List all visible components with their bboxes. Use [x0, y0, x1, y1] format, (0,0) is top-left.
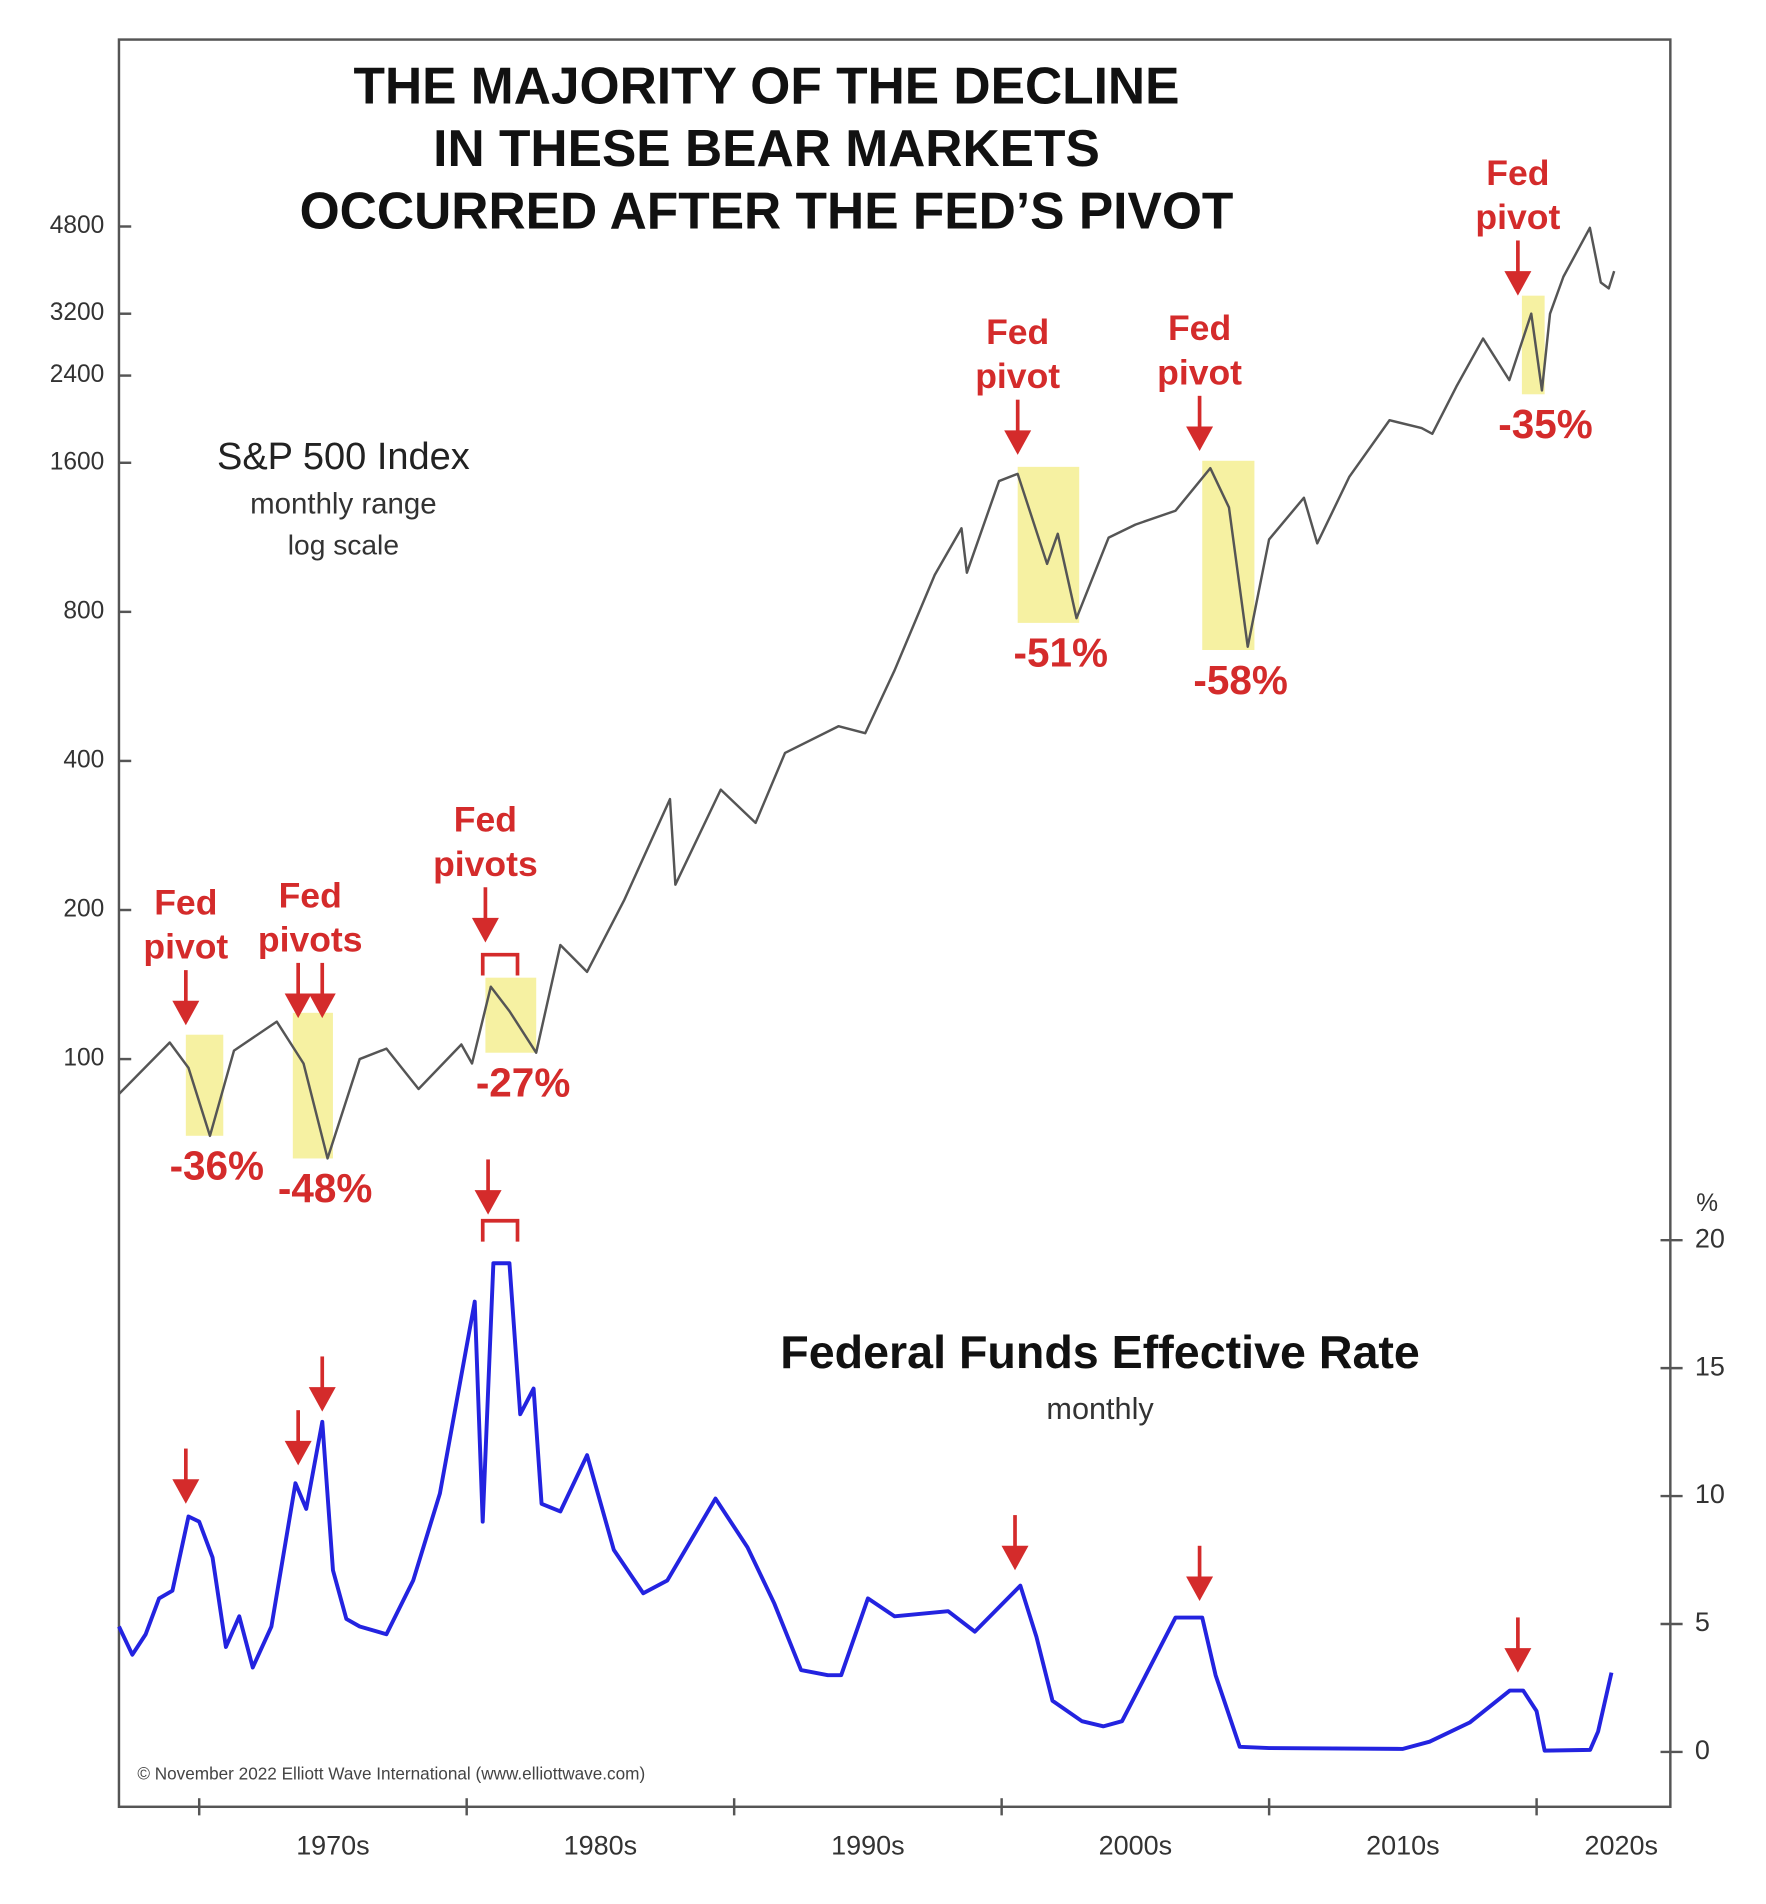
data-line [118, 226, 1616, 1160]
pivot-note: pivot [143, 927, 228, 967]
pivot-arrow [1186, 1545, 1214, 1601]
decline-label: -58% [1193, 657, 1287, 703]
arrow-part [284, 1440, 312, 1466]
decline-label: -35% [1498, 401, 1592, 447]
y-tick-label: 1600 [50, 448, 105, 475]
y-tick-label: 15 [1695, 1351, 1725, 1381]
arrow-part [308, 1387, 336, 1412]
x-tick-label: 2020s [1585, 1830, 1658, 1860]
credit: © November 2022 Elliott Wave Internation… [137, 1763, 645, 1783]
decline-label: -48% [278, 1165, 372, 1211]
pivot-note: Fed [1486, 153, 1549, 193]
y-tick-label: 200 [63, 895, 104, 922]
pivot-note: Fed [279, 875, 342, 915]
data-line [117, 1261, 1614, 1753]
pivot-arrow [172, 1448, 200, 1504]
pivot-bracket [480, 1218, 520, 1242]
y-axis-unit: % [1696, 1190, 1718, 1217]
decline-label: -36% [170, 1143, 264, 1189]
chart-title: OCCURRED AFTER THE FED’S PIVOT [300, 182, 1234, 240]
series-label: S&P 500 Index [217, 436, 470, 478]
arrow-part [1504, 1648, 1532, 1673]
pivot-arrow [308, 962, 336, 1019]
y-tick-label: 100 [63, 1045, 104, 1072]
y-tick-label: 800 [63, 597, 104, 624]
pivot-arrow [284, 1410, 312, 1466]
arrow-part [1186, 1576, 1214, 1601]
pivot-note: pivot [1157, 352, 1242, 392]
pivot-note: Fed [454, 800, 517, 840]
series-note: log scale [288, 529, 399, 561]
bear-market-box [292, 1012, 333, 1159]
pivot-note: pivot [1475, 197, 1560, 237]
arrow-part [284, 993, 312, 1019]
x-tick-label: 1980s [564, 1830, 637, 1860]
x-tick-label: 2010s [1366, 1830, 1439, 1860]
series-note: monthly [1046, 1392, 1154, 1426]
arrow-part [172, 1000, 200, 1026]
pivot-note: pivots [258, 919, 363, 959]
pivot-note: Fed [1168, 308, 1231, 348]
series-note: monthly range [250, 487, 436, 520]
decline-label: -51% [1013, 630, 1107, 676]
x-tick-label: 1990s [831, 1830, 904, 1860]
arrow-part [1004, 430, 1032, 455]
arrow-part [1186, 426, 1214, 452]
pivot-note: pivot [975, 356, 1060, 396]
pivot-bracket [480, 952, 520, 976]
arrow-part [471, 917, 499, 943]
pivot-arrow [1504, 1617, 1532, 1673]
y-tick-label: 4800 [50, 212, 105, 239]
x-tick-label: 1970s [296, 1830, 369, 1860]
pivot-arrow [1186, 395, 1214, 452]
arrow-part [1001, 1545, 1029, 1571]
series-label: Federal Funds Effective Rate [780, 1326, 1420, 1378]
arrow-part [172, 1479, 200, 1504]
bear-market-box [1017, 466, 1080, 623]
arrow-part [1504, 271, 1532, 296]
pivot-arrow [471, 887, 499, 943]
pivot-arrow [284, 962, 312, 1019]
pivot-note: Fed [986, 312, 1049, 352]
pivot-note: Fed [154, 883, 217, 923]
chart-title: IN THESE BEAR MARKETS [433, 119, 1100, 177]
y-tick-label: 0 [1695, 1735, 1710, 1765]
x-tick-label: 2000s [1099, 1830, 1172, 1860]
arrow-part [308, 993, 336, 1019]
y-tick-label: 2400 [50, 361, 105, 388]
chart-title: THE MAJORITY OF THE DECLINE [354, 56, 1180, 114]
pivot-arrow [1004, 399, 1032, 455]
y-tick-label: 5 [1695, 1607, 1710, 1637]
y-tick-label: 400 [63, 746, 104, 773]
pivot-note: pivots [433, 844, 538, 884]
decline-label: -27% [476, 1060, 570, 1106]
pivot-arrow [1504, 240, 1532, 296]
y-tick-label: 3200 [50, 299, 105, 326]
plot-frame [117, 38, 1672, 1809]
arrow-part [474, 1190, 502, 1215]
bear-market-box [1202, 460, 1255, 650]
y-tick-label: 20 [1695, 1223, 1725, 1253]
pivot-arrow [1001, 1515, 1029, 1571]
y-tick-label: 10 [1695, 1479, 1725, 1509]
pivot-arrow [308, 1356, 336, 1412]
pivot-arrow [474, 1159, 502, 1215]
pivot-arrow [172, 970, 200, 1026]
